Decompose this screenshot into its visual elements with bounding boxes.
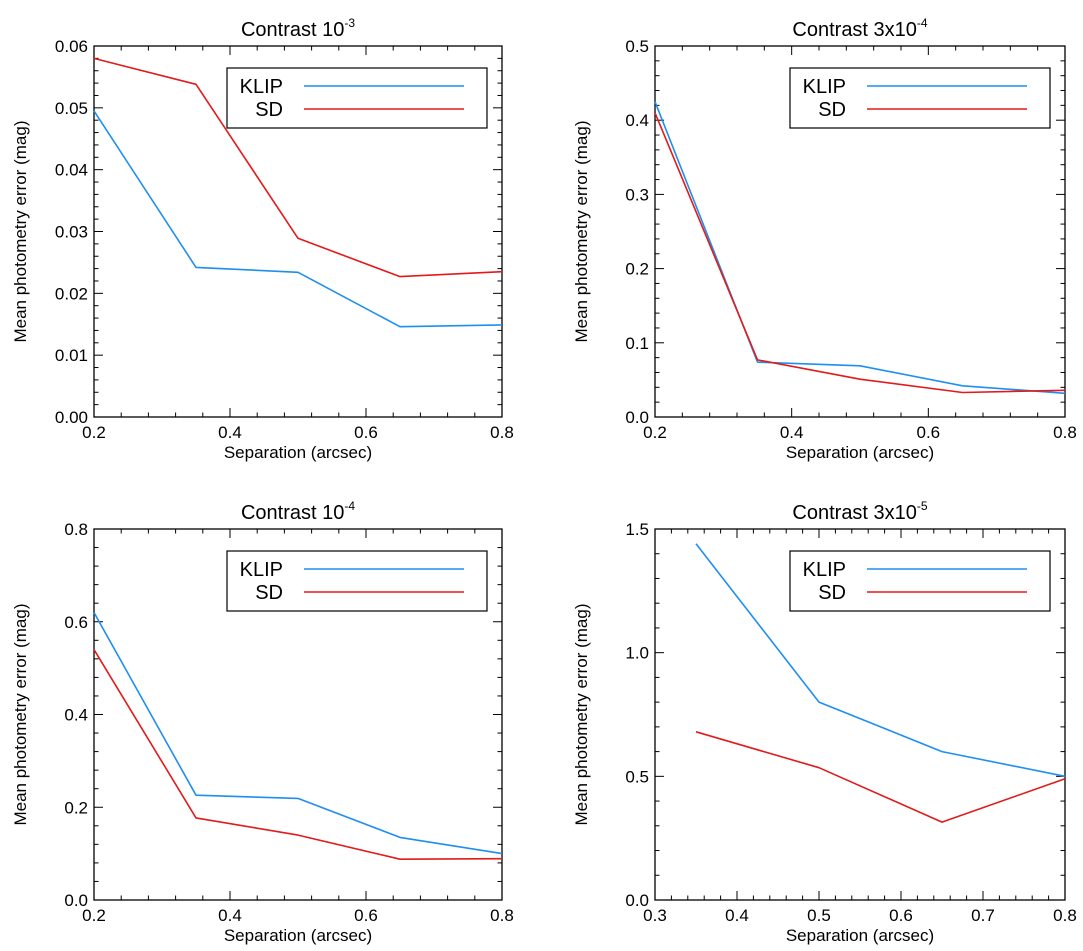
x-tick-label: 0.4 <box>218 423 242 442</box>
y-tick-label: 0.03 <box>55 223 88 242</box>
chart-title-exponent: -3 <box>344 16 355 30</box>
series-line-sd <box>93 649 503 861</box>
x-tick-label: 0.8 <box>1053 906 1077 925</box>
chart-title: Contrast 10-3 <box>241 16 355 41</box>
x-tick-label: 0.6 <box>917 423 941 442</box>
x-tick-label: 0.6 <box>354 906 378 925</box>
legend-label-klip: KLIP <box>240 76 283 98</box>
y-tick-label: 0.0 <box>625 408 649 427</box>
legend-box <box>789 550 1051 612</box>
x-tick-label: 0.2 <box>82 906 106 925</box>
chart-panel-2: Contrast 3x10-4 0.2 0.4 0.6 0.8 0.0 0.1 0.2 0.3 0… <box>572 16 1077 462</box>
chart-title-base: Contrast 10 <box>241 19 344 41</box>
x-axis-label: Separation (arcsec) <box>224 926 372 945</box>
x-tick-label: 0.3 <box>643 906 667 925</box>
y-axis-label: Mean photometry error (mag) <box>11 603 30 825</box>
legend-label-klip: KLIP <box>240 559 283 581</box>
x-tick-label: 0.4 <box>725 906 749 925</box>
y-tick-label: 0.4 <box>625 111 649 130</box>
chart-panel-1: Contrast 10-3 0.2 0.4 0.6 0.8 0.00 0.01 0.02 0.0… <box>11 16 514 462</box>
chart-panel-3: Contrast 10-40.2 0.4 0.6 0.80.00.20.40.60.8… <box>11 499 514 945</box>
series-line-klip <box>654 101 1066 395</box>
series-line-sd <box>695 731 1066 823</box>
legend-box <box>226 67 488 129</box>
chart-title: Contrast 10-4 <box>241 499 355 524</box>
chart-title-base: Contrast 3x10 <box>792 502 917 524</box>
x-tick-label: 0.5 <box>807 906 831 925</box>
y-axis-label: Mean photometry error (mag) <box>572 120 591 342</box>
x-axis-label: Separation (arcsec) <box>786 926 934 945</box>
y-tick-label: 0.04 <box>55 161 88 180</box>
x-tick-label: 0.8 <box>490 906 514 925</box>
y-tick-label: 0.01 <box>55 346 88 365</box>
x-tick-label: 0.7 <box>971 906 995 925</box>
chart-title: Contrast 3x10-5 <box>792 499 928 524</box>
legend-label-klip: KLIP <box>803 76 846 98</box>
series-line-klip <box>93 612 503 855</box>
y-tick-label: 0.0 <box>625 891 649 910</box>
series-line-klip <box>695 543 1066 778</box>
x-tick-label: 0.6 <box>354 423 378 442</box>
chart-title-exponent: -5 <box>917 499 928 513</box>
y-tick-label: 0.4 <box>64 706 88 725</box>
legend-label-sd: SD <box>255 582 283 604</box>
y-tick-label: 0.3 <box>625 185 649 204</box>
legend-label-sd: SD <box>818 582 846 604</box>
y-tick-label: 0.2 <box>64 798 88 817</box>
chart-title-exponent: -4 <box>917 16 928 30</box>
y-tick-label: 0.00 <box>55 408 88 427</box>
x-tick-label: 0.2 <box>643 423 667 442</box>
y-tick-label: 0.0 <box>64 891 88 910</box>
y-tick-label: 0.05 <box>55 99 88 118</box>
x-tick-label: 0.4 <box>780 423 804 442</box>
chart-title: Contrast 3x10-4 <box>792 16 928 41</box>
chart-title-exponent: -4 <box>344 499 355 513</box>
chart-title-base: Contrast 3x10 <box>792 19 917 41</box>
legend-label-sd: SD <box>255 99 283 121</box>
y-tick-label: 0.2 <box>625 260 649 279</box>
legend-box <box>789 67 1051 129</box>
y-tick-label: 0.5 <box>625 767 649 786</box>
y-tick-label: 0.1 <box>625 334 649 353</box>
chart-panel-4: Contrast 3x10-5 0.3 0.4 0.5 0.6 0.7 0.8 0.0 0.5 1… <box>572 499 1077 945</box>
legend-label-sd: SD <box>818 99 846 121</box>
y-axis-label: Mean photometry error (mag) <box>572 603 591 825</box>
y-tick-label: 0.5 <box>625 37 649 56</box>
x-tick-label: 0.8 <box>1053 423 1077 442</box>
plot-frame <box>654 528 1066 901</box>
x-tick-label: 0.4 <box>218 906 242 925</box>
plot-frame <box>654 45 1066 418</box>
y-tick-label: 1.5 <box>625 520 649 539</box>
x-axis-label: Separation (arcsec) <box>786 443 934 462</box>
series-line-sd <box>654 112 1066 394</box>
series-line-sd <box>93 57 503 278</box>
legend-box <box>226 550 488 612</box>
y-tick-label: 0.02 <box>55 284 88 303</box>
y-tick-label: 0.6 <box>64 613 88 632</box>
x-tick-label: 0.6 <box>889 906 913 925</box>
chart-title-base: Contrast 10 <box>241 502 344 524</box>
series-line-klip <box>93 110 503 328</box>
x-axis-label: Separation (arcsec) <box>224 443 372 462</box>
legend-label-klip: KLIP <box>803 559 846 581</box>
y-axis-label: Mean photometry error (mag) <box>11 120 30 342</box>
y-tick-label: 0.06 <box>55 37 88 56</box>
x-tick-label: 0.2 <box>82 423 106 442</box>
y-tick-label: 0.8 <box>64 520 88 539</box>
y-tick-label: 1.0 <box>625 644 649 663</box>
x-tick-label: 0.8 <box>490 423 514 442</box>
